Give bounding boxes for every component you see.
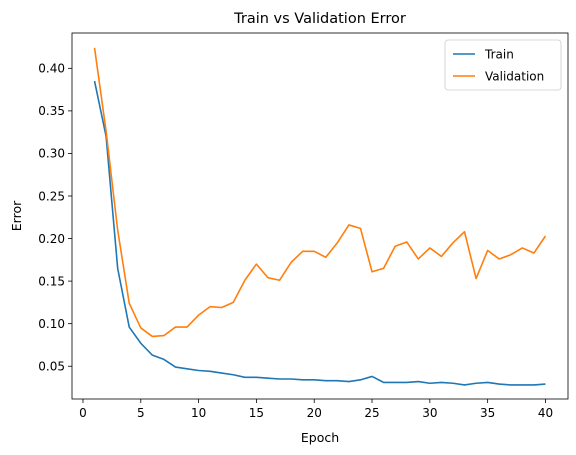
plot-frame xyxy=(71,32,569,400)
x-axis-label: Epoch xyxy=(301,430,339,445)
y-tick-label: 0.15 xyxy=(38,274,65,288)
x-tick-label: 10 xyxy=(191,406,206,420)
legend-box xyxy=(444,39,562,91)
y-tick-label: 0.35 xyxy=(38,104,65,118)
y-tick-label: 0.40 xyxy=(38,62,65,76)
axis-ticks: 0 5 10 15 20 25 30 35 40 0.05 0.10 0.15 0.20 0.25 0.30… xyxy=(38,62,553,420)
x-tick-label: 0 xyxy=(79,406,87,420)
y-tick-label: 0.30 xyxy=(38,147,65,161)
y-tick-label: 0.25 xyxy=(38,189,65,203)
chart-title: Train vs Validation Error xyxy=(233,11,406,27)
x-tick-label: 5 xyxy=(137,406,145,420)
y-axis-label: Error xyxy=(9,200,24,231)
legend-label: Validation xyxy=(485,69,544,83)
series-line-train xyxy=(93,80,546,386)
y-tick-label: 0.05 xyxy=(38,360,65,374)
series-lines xyxy=(93,47,547,386)
x-tick-label: 30 xyxy=(422,406,437,420)
series-line-validation xyxy=(93,47,547,338)
x-tick-label: 15 xyxy=(249,406,264,420)
x-tick-label: 20 xyxy=(307,406,322,420)
legend-label: Train xyxy=(484,47,514,61)
legend: Train Validation xyxy=(444,39,562,91)
x-tick-label: 35 xyxy=(480,406,495,420)
y-tick-label: 0.10 xyxy=(38,317,65,331)
x-tick-label: 25 xyxy=(364,406,379,420)
x-tick-label: 40 xyxy=(538,406,553,420)
y-tick-label: 0.20 xyxy=(38,232,65,246)
